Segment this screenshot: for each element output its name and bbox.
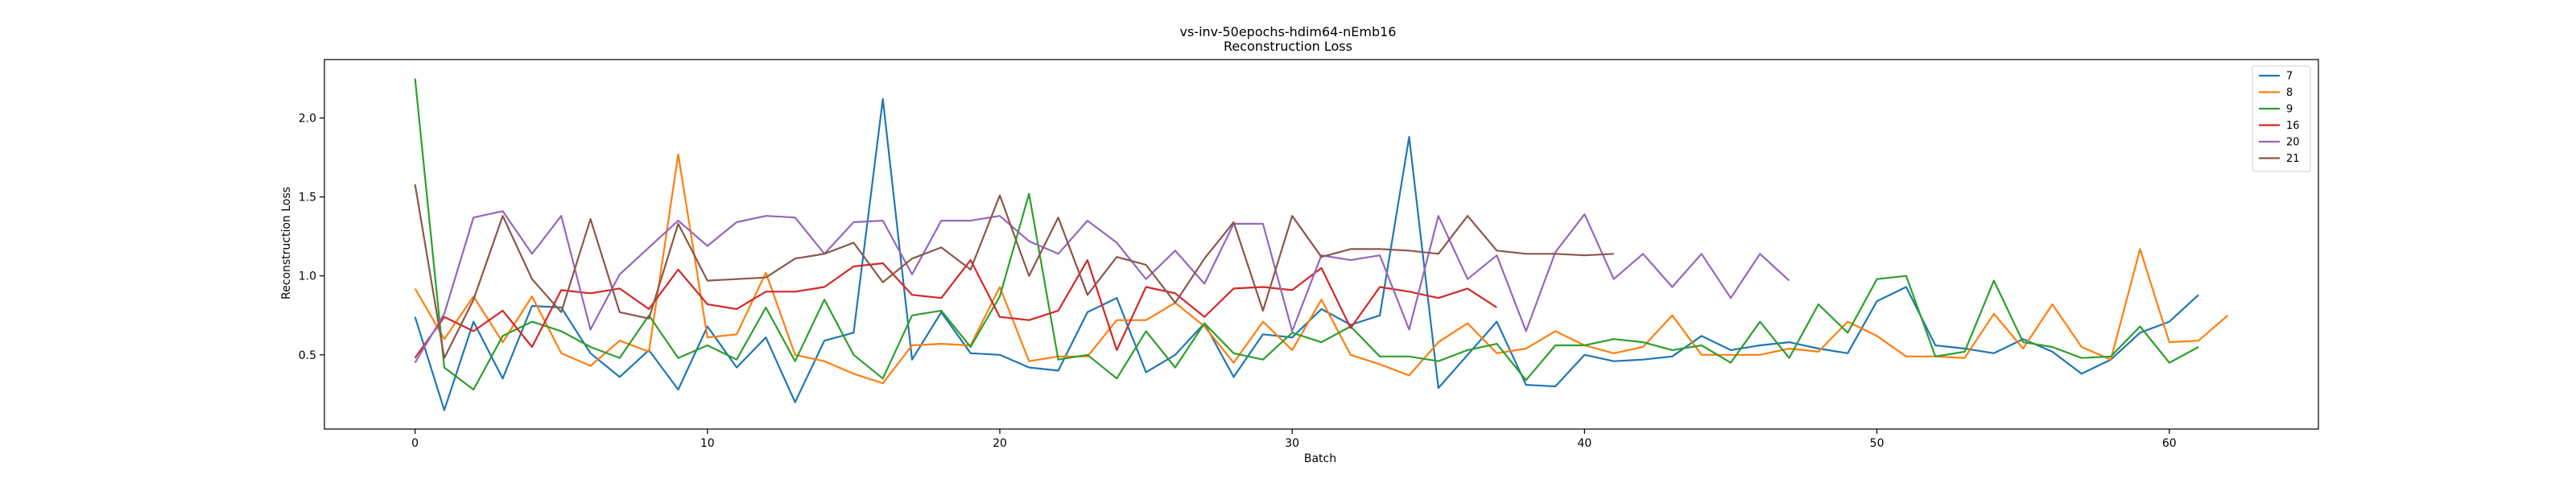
legend-label-20: 20 bbox=[2286, 137, 2300, 149]
legend-label-7: 7 bbox=[2286, 71, 2293, 83]
y-tick-label: 1.5 bbox=[299, 192, 316, 204]
legend-label-8: 8 bbox=[2286, 87, 2293, 99]
series-line-8 bbox=[414, 153, 2229, 385]
legend: 7 8 9 16 20 21 bbox=[2252, 65, 2311, 172]
legend-box bbox=[2252, 65, 2311, 172]
x-tick-label: 10 bbox=[700, 437, 715, 450]
x-tick-label: 50 bbox=[1870, 437, 1885, 450]
x-tick-label: 20 bbox=[993, 437, 1007, 450]
legend-label-21: 21 bbox=[2286, 153, 2300, 165]
x-tick-label: 40 bbox=[1577, 437, 1591, 450]
legend-label-9: 9 bbox=[2286, 104, 2293, 116]
plot-frame bbox=[324, 59, 2319, 430]
x-axis-label: Batch bbox=[1304, 452, 1336, 465]
x-tick-label: 30 bbox=[1285, 437, 1299, 450]
chart-subtitle: Reconstruction Loss bbox=[1224, 39, 1352, 54]
axes-layer: 0 10 20 30 40 50 60 0.5 1.0 1.5 2.0 bbox=[299, 59, 2319, 450]
series-line-9 bbox=[414, 78, 2199, 391]
series-line-16 bbox=[414, 259, 1497, 359]
series-line-20 bbox=[414, 210, 1790, 364]
y-tick-label: 2.0 bbox=[299, 113, 316, 126]
y-axis-label: Reconstruction Loss bbox=[280, 187, 293, 299]
series-line-21 bbox=[414, 184, 1614, 359]
chart-title: vs-inv-50epochs-hdim64-nEmb16 bbox=[1180, 24, 1397, 39]
series-layer bbox=[414, 78, 2229, 411]
x-tick-label: 60 bbox=[2162, 437, 2177, 450]
legend-label-16: 16 bbox=[2286, 120, 2300, 132]
y-tick-label: 0.5 bbox=[299, 349, 316, 362]
x-tick-label: 0 bbox=[411, 437, 419, 450]
y-tick-label: 1.0 bbox=[299, 270, 316, 283]
